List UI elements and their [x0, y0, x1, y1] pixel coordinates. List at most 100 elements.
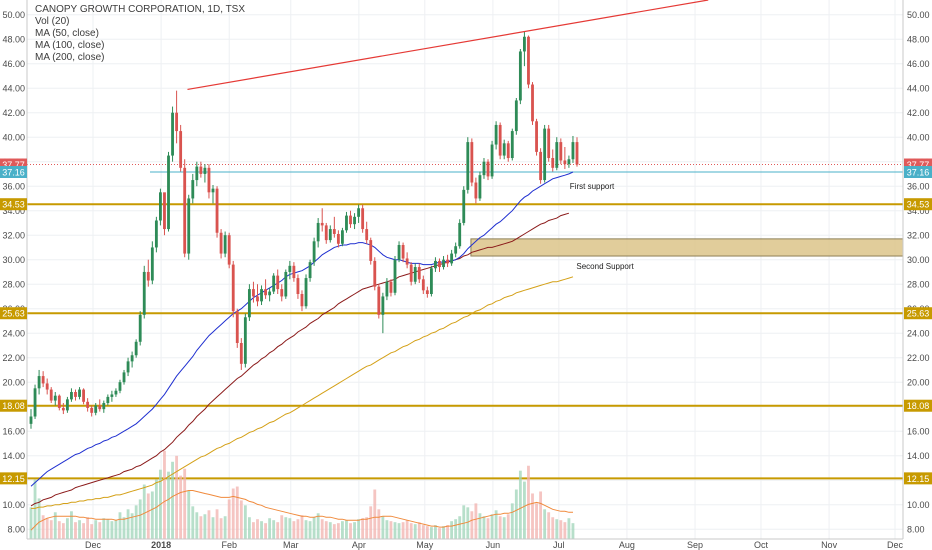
volume-bar [146, 493, 150, 539]
candle-body [260, 289, 263, 302]
candle-body [506, 143, 510, 159]
volume-bar [466, 507, 470, 539]
candle-body [478, 175, 482, 199]
support-zone-layer [470, 238, 904, 257]
price-badge-bg [0, 472, 27, 485]
x-tick-label: Jun [486, 540, 501, 550]
candle-body [397, 245, 401, 260]
candle-body [264, 289, 267, 296]
candle-body [187, 198, 191, 254]
volume-bar [187, 490, 191, 539]
candle-body [316, 222, 320, 242]
price-badge-bg [904, 198, 932, 211]
volume-bar [357, 519, 361, 539]
ma200-line [31, 276, 574, 509]
y-tick-label-right: 16.00 [907, 427, 930, 437]
volume-bar [296, 519, 300, 539]
y-tick-label-left: 44.00 [2, 84, 25, 94]
x-tick-label: Dec [85, 540, 102, 550]
candle-body [425, 290, 429, 294]
candle-body [231, 264, 235, 312]
price-badge-left: 12.15 [0, 472, 27, 485]
legend-ma200: MA (200, close) [35, 52, 105, 63]
candle-body [53, 395, 57, 401]
candle-body [474, 182, 478, 199]
candle-body [304, 278, 308, 307]
chart-legend: CANOPY GROWTH CORPORATION, 1D, TSX Vol (… [35, 4, 245, 64]
volume-bar [332, 524, 336, 539]
annotation-first-support: First support [570, 182, 615, 191]
candle-body [535, 121, 538, 152]
candle-body [203, 167, 207, 174]
volume-bar [385, 520, 389, 539]
candle-body [490, 144, 494, 177]
volume-bar [231, 488, 235, 539]
volume-bar [86, 517, 90, 539]
candle-body [195, 166, 199, 181]
volume-bar [272, 520, 276, 539]
x-tick-label: Dec [887, 540, 904, 550]
candle-body [122, 372, 126, 383]
candle-body [458, 222, 462, 247]
volume-bar [490, 514, 494, 539]
candle-body [142, 271, 146, 315]
volume-bar [336, 523, 340, 539]
resistance-trendline[interactable] [187, 0, 709, 91]
volume-bars [29, 450, 575, 539]
volume-bar [41, 515, 45, 539]
candle-body [385, 281, 389, 297]
volume-bar [531, 493, 534, 539]
volume-bar [154, 479, 158, 539]
volume-bar [179, 475, 183, 539]
candle-body [389, 281, 393, 293]
y-tick-label-right: 28.00 [907, 280, 930, 290]
candle-body [450, 253, 454, 264]
volume-bar [482, 516, 486, 539]
candle-body [45, 383, 49, 390]
y-tick-label-left: 48.00 [2, 35, 25, 45]
volume-bar [312, 517, 316, 539]
volume-bar [203, 514, 207, 539]
candle-body [106, 396, 110, 404]
price-badge-label: 34.53 [2, 200, 25, 210]
volume-bar [167, 471, 170, 539]
price-badge-label: 37.16 [907, 167, 930, 177]
volume-bar [417, 522, 421, 539]
candle-body [434, 260, 437, 269]
volume-bar [438, 528, 441, 539]
y-tick-label-left: 50.00 [2, 10, 25, 20]
price-badge-right: 12.15 [904, 472, 932, 485]
volume-bar [126, 509, 130, 539]
volume-bar [29, 507, 33, 539]
candle-body [102, 403, 106, 410]
volume-bar [227, 499, 231, 539]
x-tick-label: Feb [221, 540, 237, 550]
candle-body [268, 291, 272, 296]
volume-bar [138, 499, 142, 539]
candle-body [171, 112, 174, 156]
candle-body [486, 161, 490, 177]
candle-body [94, 405, 98, 413]
y-tick-label-left: 28.00 [2, 280, 25, 290]
candle-body [341, 230, 344, 244]
volume-bar [328, 522, 332, 539]
trendline-layer[interactable] [187, 0, 709, 91]
candle-body [57, 395, 61, 408]
ma50-line [30, 171, 574, 487]
y-tick-label-left: 14.00 [2, 451, 25, 461]
candle-body [215, 188, 219, 233]
volume-bar [494, 510, 498, 539]
y-tick-label-right: 22.00 [907, 353, 930, 363]
y-tick-label-left: 36.00 [2, 182, 25, 192]
price-badge-label: 34.53 [907, 200, 930, 210]
candle-body [280, 289, 284, 297]
volume-bar [256, 519, 259, 539]
volume-bar [535, 503, 538, 539]
ma100-line [30, 212, 570, 507]
volume-bar [341, 521, 344, 539]
candle-body [462, 189, 466, 223]
candle-body [328, 229, 332, 241]
candle-body [409, 264, 413, 282]
